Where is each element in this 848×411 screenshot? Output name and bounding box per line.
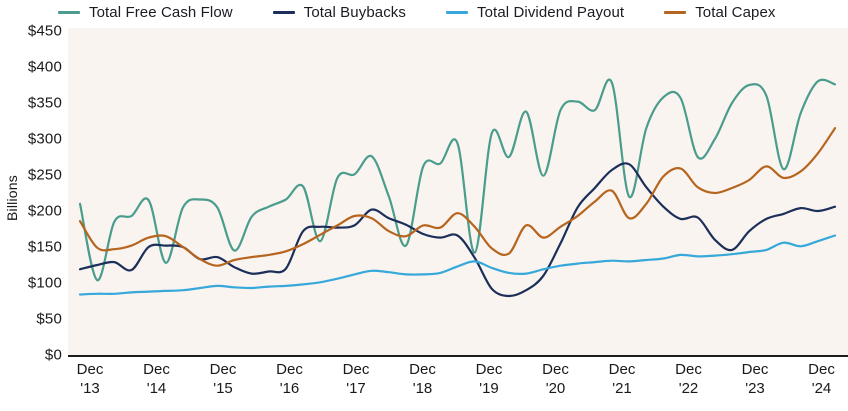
series-line-total-buybacks [78,162,837,298]
legend-item-total-dividend-payout: Total Dividend Payout [446,4,624,21]
x-tick-label: Dec '20 [542,361,569,397]
legend-item-total-buybacks: Total Buybacks [272,4,407,21]
line-chart-canvas [78,78,837,298]
x-tick-label: Dec '17 [342,361,370,397]
series-line-total-capex [78,127,837,267]
x-axis: Dec '13 Dec '14 Dec '15 Dec '16 Dec '17 Dec '18 Dec '… [68,360,848,404]
y-tick-label: $400 [27,58,62,76]
series-line-total-free-cash-flow [78,78,837,282]
x-tick-label: Dec '22 [675,361,702,397]
x-tick-label: Dec '15 [209,361,237,397]
y-axis: $450 $400 $350 $300 $250 $200 $150 $100 $50 $0 [0,0,62,370]
x-tick-label: Dec '23 [741,361,769,397]
legend-label-total-buybacks: Total Buybacks [303,4,407,21]
y-tick-label: $250 [27,166,62,184]
legend-swatch-total-free-cash-flow [58,11,80,14]
y-tick-label: $300 [27,130,62,148]
x-tick-label: Dec '14 [143,361,170,397]
series-line-total-dividend-payout [78,234,837,296]
x-tick-label: Dec '18 [409,361,436,397]
x-tick-label: Dec '16 [276,361,303,397]
legend-item-total-capex: Total Capex [664,4,775,21]
y-tick-label: $0 [44,346,62,364]
x-tick-label: Dec '13 [76,361,104,397]
x-tick-label: Dec '24 [808,361,835,397]
x-tick-label: Dec '21 [608,361,636,397]
y-tick-label: $200 [27,202,62,220]
y-tick-label: $450 [27,22,62,40]
y-tick-label: $350 [27,94,62,112]
legend-item-total-free-cash-flow: Total Free Cash Flow [58,4,233,21]
y-tick-label: $100 [27,274,62,292]
y-tick-label: $50 [36,310,62,328]
legend-swatch-total-capex [664,11,687,14]
y-tick-label: $150 [27,238,62,256]
legend-label-total-dividend-payout: Total Dividend Payout [477,4,625,21]
legend-swatch-total-buybacks [272,11,295,14]
legend-label-total-free-cash-flow: Total Free Cash Flow [89,4,233,21]
x-tick-label: Dec '19 [475,361,503,397]
legend-label-total-capex: Total Capex [695,4,776,21]
plot-area [68,28,848,357]
legend-swatch-total-dividend-payout [446,11,469,14]
legend: Total Free Cash Flow Total Buybacks Tota… [58,4,776,21]
